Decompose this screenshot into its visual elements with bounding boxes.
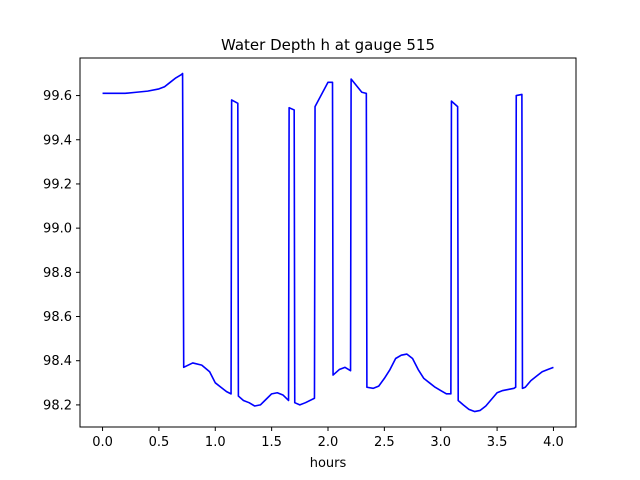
x-tick-label: 3.5 xyxy=(487,435,508,450)
y-axis: 98.2 98.4 98.6 98.8 99.0 99.2 99.4 99.6 xyxy=(43,89,80,413)
x-tick-label: 2.0 xyxy=(318,435,339,450)
x-tick-label: 0.5 xyxy=(149,435,170,450)
x-tick-label: 3.0 xyxy=(430,435,451,450)
x-tick-label: 0.0 xyxy=(92,435,113,450)
x-tick-label: 2.5 xyxy=(374,435,395,450)
x-tick-label: 4.0 xyxy=(543,435,564,450)
y-tick-label: 99.0 xyxy=(43,222,72,237)
series-line-0 xyxy=(102,72,554,413)
x-tick-label: 1.0 xyxy=(205,435,226,450)
y-tick-label: 98.4 xyxy=(43,354,72,369)
y-tick-label: 98.8 xyxy=(43,266,72,281)
x-tick-label: 1.5 xyxy=(261,435,282,450)
series-layer xyxy=(102,72,554,413)
chart-title: Water Depth h at gauge 515 xyxy=(221,36,435,54)
x-axis: 0.0 0.5 1.0 1.5 2.0 2.5 3.0 3.5 4.0 xyxy=(92,427,564,450)
y-tick-label: 99.4 xyxy=(43,133,72,148)
y-tick-label: 99.2 xyxy=(43,177,72,192)
y-tick-label: 98.6 xyxy=(43,310,72,325)
y-tick-label: 99.6 xyxy=(43,89,72,104)
x-axis-label: hours xyxy=(310,456,347,471)
y-tick-label: 98.2 xyxy=(43,398,72,413)
